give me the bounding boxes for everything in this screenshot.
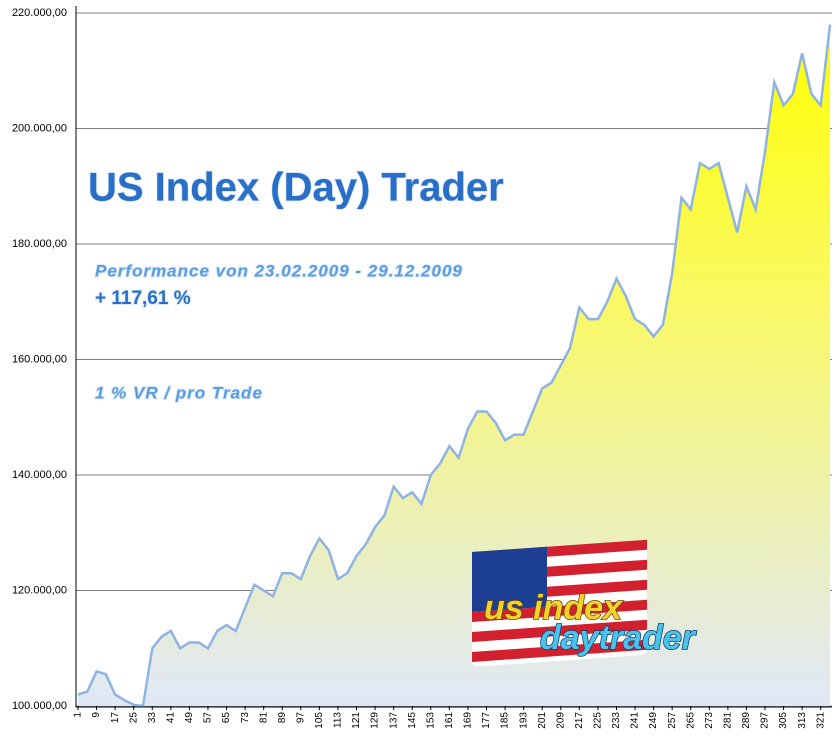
x-tick-label: 97	[295, 712, 306, 724]
x-tick-label: 41	[165, 712, 176, 724]
x-tick-label: 81	[258, 712, 269, 724]
x-tick-label: 313	[797, 712, 808, 729]
x-tick-label: 121	[351, 712, 362, 729]
performance: + 117,61 %	[95, 288, 191, 309]
y-tick-label: 160.000,00	[12, 353, 67, 365]
area	[78, 24, 830, 707]
x-tick-label: 305	[778, 712, 789, 729]
chart-title: US Index (Day) Trader	[88, 166, 504, 210]
x-tick-label: 153	[425, 712, 436, 729]
plot-area	[77, 24, 832, 708]
x-tick-label: 185	[500, 712, 511, 729]
x-tick-label: 89	[277, 712, 288, 724]
y-tick-label: 140.000,00	[12, 469, 67, 481]
y-tick-label: 200.000,00	[12, 122, 67, 134]
x-tick-label: 137	[388, 712, 399, 729]
flag	[472, 539, 647, 667]
logo: us index daytrader	[472, 539, 697, 667]
x-tick-label: 129	[370, 712, 381, 729]
subtitle: Performance von 23.02.2009 - 29.12.2009	[95, 261, 463, 280]
x-tick-label: 177	[481, 712, 492, 729]
x-tick-label: 33	[147, 712, 158, 724]
x-tick-label: 161	[444, 712, 455, 729]
x-tick-label: 249	[648, 712, 659, 729]
y-tick-label: 120.000,00	[12, 584, 67, 596]
y-tick-label: 100.000,00	[12, 700, 67, 712]
x-tick-label: 265	[685, 712, 696, 729]
x-tick-label: 241	[630, 712, 641, 729]
x-tick-label: 201	[537, 712, 548, 729]
x-tick-label: 297	[760, 712, 771, 729]
x-tick-label: 209	[555, 712, 566, 729]
x-tick-label: 65	[221, 712, 232, 724]
x-tick-label: 145	[407, 712, 418, 729]
x-tick-label: 9	[91, 712, 102, 718]
x-tick-label: 169	[463, 712, 474, 729]
x-tick-label: 273	[704, 712, 715, 729]
x-tick-label: 57	[203, 712, 214, 724]
x-tick-label: 281	[723, 712, 734, 729]
x-tick-label: 73	[240, 712, 251, 724]
x-tick-label: 321	[815, 712, 826, 729]
logo-text: us index	[484, 589, 624, 627]
x-tick-label: 217	[574, 712, 585, 729]
x-tick-label: 289	[741, 712, 752, 729]
y-tick-label: 180.000,00	[12, 238, 67, 250]
risk-note: 1 % VR / pro Trade	[95, 383, 263, 402]
x-tick-label: 25	[128, 712, 139, 724]
x-tick-label: 193	[518, 712, 529, 729]
area-line	[77, 24, 832, 708]
x-tick-label: 233	[611, 712, 622, 729]
x-tick-label: 113	[333, 712, 344, 728]
x-tick-label: 1	[73, 712, 84, 718]
logo-text: daytrader	[540, 619, 697, 657]
x-tick-label: 105	[314, 712, 325, 729]
x-tick-label: 225	[593, 712, 604, 729]
x-tick-label: 49	[184, 712, 195, 724]
x-tick-label: 17	[110, 712, 121, 724]
x-tick-label: 257	[667, 712, 678, 729]
y-tick-label: 220.000,00	[12, 7, 67, 19]
